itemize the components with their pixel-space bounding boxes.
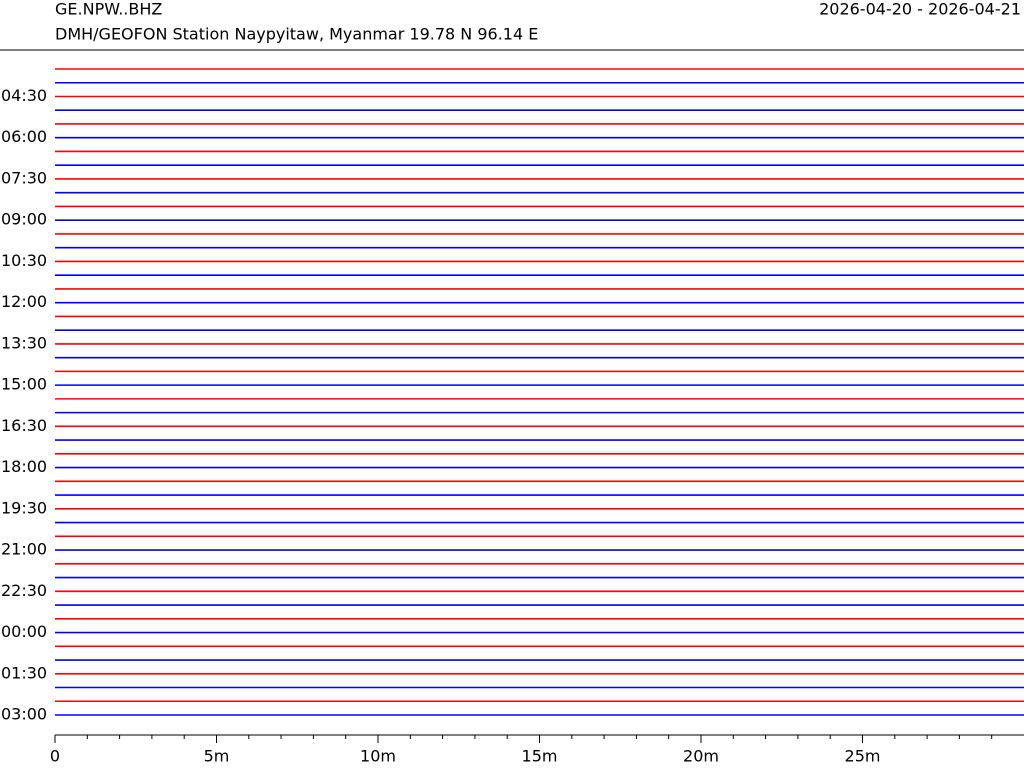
x-tick-label: 25m: [845, 747, 881, 766]
y-tick-label: 18:00: [1, 457, 47, 476]
y-tick-label: 07:30: [1, 168, 47, 187]
y-tick-label: 10:30: [1, 251, 47, 270]
y-tick-label: 06:00: [1, 127, 47, 146]
y-tick-label: 12:00: [1, 292, 47, 311]
y-tick-label: 21:00: [1, 540, 47, 559]
date-range: 2026-04-20 - 2026-04-21: [819, 0, 1021, 19]
x-tick-label: 10m: [360, 747, 396, 766]
y-tick-label: 19:30: [1, 498, 47, 517]
y-tick-label: 00:00: [1, 622, 47, 641]
y-tick-label: 09:00: [1, 210, 47, 229]
y-tick-label: 13:30: [1, 333, 47, 352]
station-code: GE.NPW..BHZ: [55, 0, 162, 19]
station-info: DMH/GEOFON Station Naypyitaw, Myanmar 19…: [55, 25, 538, 44]
y-tick-label: 15:00: [1, 375, 47, 394]
y-tick-label: 03:00: [1, 705, 47, 724]
y-tick-label: 04:30: [1, 86, 47, 105]
y-tick-label: 16:30: [1, 416, 47, 435]
x-tick-label: 15m: [522, 747, 558, 766]
y-tick-label: 22:30: [1, 581, 47, 600]
y-tick-label: 01:30: [1, 663, 47, 682]
x-tick-label: 20m: [683, 747, 719, 766]
x-tick-label: 5m: [204, 747, 230, 766]
x-tick-label: 0: [50, 747, 60, 766]
